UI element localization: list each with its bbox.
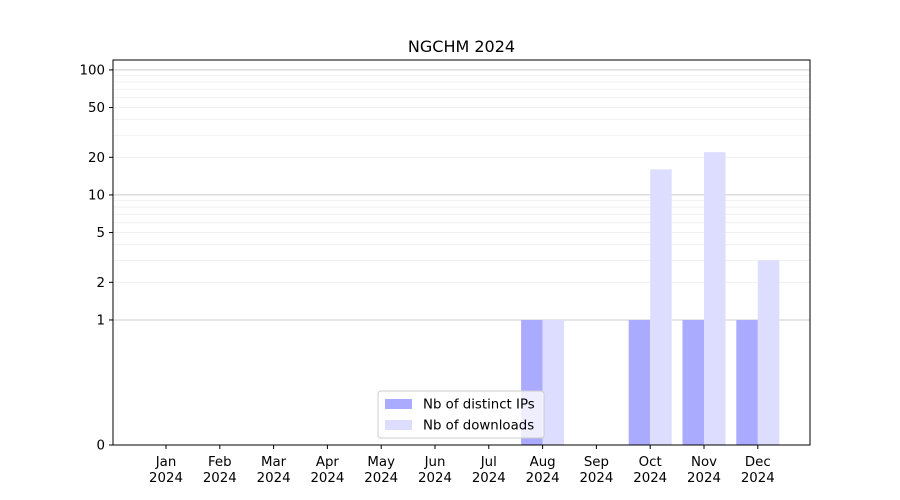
legend-swatch <box>385 399 412 409</box>
legend: Nb of distinct IPs Nb of downloads <box>377 390 545 439</box>
y-tick-label: 1 <box>97 313 105 328</box>
legend-swatch <box>385 420 412 430</box>
x-tick-label-year: 2024 <box>687 471 721 486</box>
x-tick-label-month: Nov <box>691 455 717 470</box>
x-tick-label-year: 2024 <box>418 471 452 486</box>
y-tick-label: 100 <box>80 63 105 78</box>
x-tick-label-year: 2024 <box>364 471 398 486</box>
bar-distinct-ips <box>682 319 704 445</box>
x-tick-label-month: Jun <box>424 455 446 470</box>
y-axis: 0 1 2 5 10 20 50 100 <box>80 63 113 454</box>
bar-downloads <box>542 319 565 445</box>
x-tick-label-year: 2024 <box>203 471 237 486</box>
bar-distinct-ips <box>736 319 758 445</box>
legend-label: Nb of distinct IPs <box>423 398 535 413</box>
bar-downloads <box>757 260 780 445</box>
x-tick-label-year: 2024 <box>633 471 667 486</box>
x-tick-label-month: Sep <box>584 455 609 470</box>
x-tick-label-month: Apr <box>316 455 340 470</box>
x-tick-label-year: 2024 <box>579 471 613 486</box>
y-tick-label: 5 <box>97 226 105 241</box>
x-tick-label-month: Mar <box>261 455 287 470</box>
bar-distinct-ips <box>628 319 651 445</box>
x-tick-label-year: 2024 <box>257 471 291 486</box>
bars <box>521 152 780 445</box>
x-tick-label-month: Aug <box>530 455 556 470</box>
x-tick-label-year: 2024 <box>472 471 506 486</box>
x-axis: Jan2024Feb2024Mar2024Apr2024May2024Jun20… <box>149 445 775 486</box>
grid-lines <box>113 69 810 321</box>
x-tick-label-month: Feb <box>208 455 232 470</box>
chart-title: NGCHM 2024 <box>408 37 515 56</box>
x-tick-label-month: Oct <box>639 455 662 470</box>
plot-frame <box>112 59 811 446</box>
x-tick-label-year: 2024 <box>149 471 183 486</box>
y-tick-label: 50 <box>88 101 105 116</box>
bar-downloads <box>650 169 672 445</box>
x-tick-label-month: Jul <box>480 455 497 470</box>
y-tick-label: 20 <box>88 151 105 166</box>
legend-label: Nb of downloads <box>423 419 534 434</box>
legend-box <box>377 390 545 439</box>
x-tick-label-year: 2024 <box>526 471 560 486</box>
y-tick-label: 2 <box>97 276 105 291</box>
bar-downloads <box>704 152 726 445</box>
x-tick-label-year: 2024 <box>310 471 344 486</box>
x-tick-label-month: Jan <box>155 455 177 470</box>
x-tick-label-year: 2024 <box>741 471 775 486</box>
y-tick-label: 0 <box>97 439 105 454</box>
x-tick-label-month: May <box>367 455 395 470</box>
y-tick-label: 10 <box>88 188 105 203</box>
x-tick-label-month: Dec <box>745 455 771 470</box>
